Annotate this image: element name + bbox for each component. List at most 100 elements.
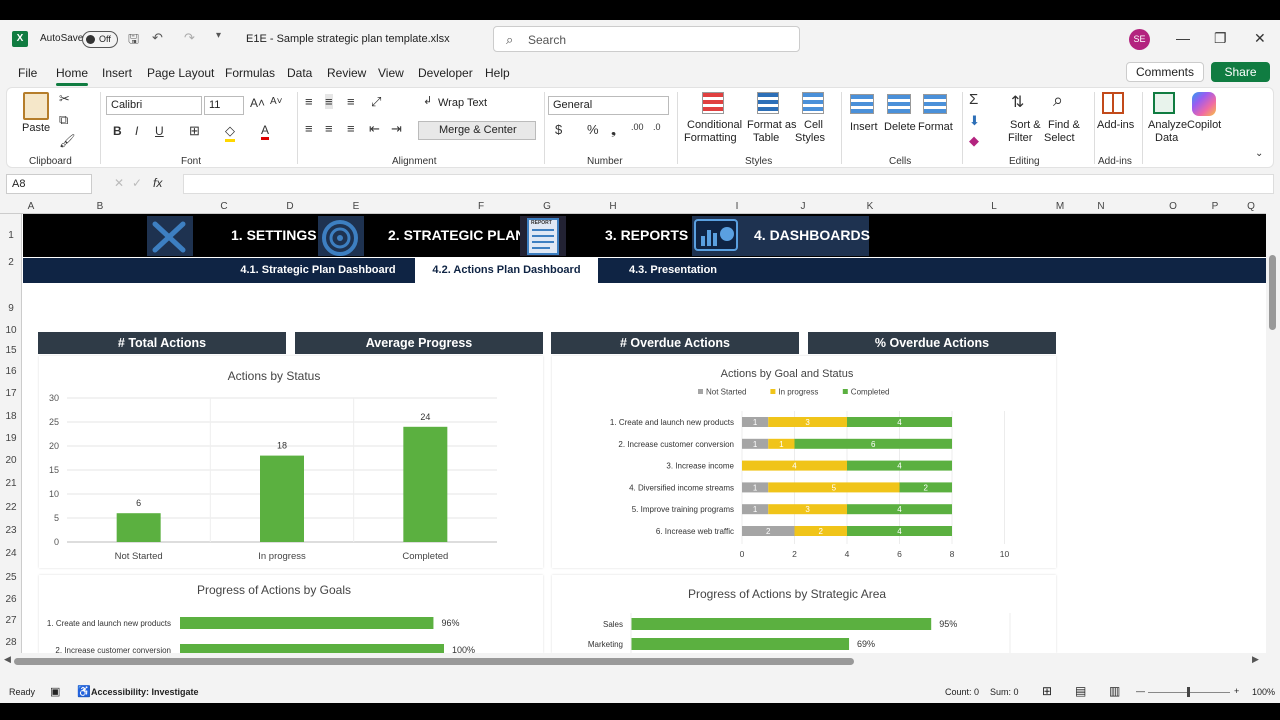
find-select-label1[interactable]: Find & bbox=[1048, 119, 1080, 131]
zoom-level[interactable]: 100% bbox=[1252, 687, 1276, 697]
column-header-K[interactable]: K bbox=[866, 201, 874, 212]
row-header-22[interactable]: 22 bbox=[5, 502, 17, 513]
normal-view-icon[interactable]: ⊞ bbox=[1042, 684, 1053, 698]
page-break-view-icon[interactable]: ▥ bbox=[1109, 684, 1121, 698]
font-name-select[interactable]: Calibri bbox=[106, 96, 202, 115]
insert-cells-button[interactable]: Insert bbox=[850, 121, 878, 133]
row-header-27[interactable]: 27 bbox=[5, 615, 17, 626]
column-header-M[interactable]: M bbox=[1055, 201, 1065, 212]
copy-icon[interactable]: ⧉ bbox=[59, 112, 69, 127]
nav-strategic-plan[interactable]: 2. STRATEGIC PLAN bbox=[388, 227, 526, 243]
cut-icon[interactable]: ✂ bbox=[59, 91, 70, 106]
format-cells-icon[interactable] bbox=[923, 94, 947, 114]
row-header-19[interactable]: 19 bbox=[5, 433, 17, 444]
zoom-in-icon[interactable]: + bbox=[1234, 686, 1240, 696]
column-header-I[interactable]: I bbox=[735, 201, 739, 212]
zoom-out-icon[interactable]: — bbox=[1136, 686, 1145, 696]
increase-indent-icon[interactable]: ⇥ bbox=[391, 121, 402, 136]
minimize-icon[interactable]: — bbox=[1176, 30, 1190, 46]
autosum-icon[interactable]: Σ bbox=[969, 91, 979, 108]
cell-styles-label2[interactable]: Styles bbox=[795, 132, 825, 144]
scroll-right-icon[interactable]: ▶ bbox=[1252, 654, 1259, 664]
share-button[interactable]: Share bbox=[1211, 62, 1270, 82]
ribbon-collapse-icon[interactable]: ⌄ bbox=[1255, 148, 1264, 159]
analyze-data-label2[interactable]: Data bbox=[1155, 132, 1179, 144]
delete-cells-icon[interactable] bbox=[887, 94, 911, 114]
column-header-B[interactable]: B bbox=[96, 201, 104, 212]
decrease-indent-icon[interactable]: ⇤ bbox=[369, 121, 380, 136]
tab-insert[interactable]: Insert bbox=[102, 66, 133, 80]
row-header-25[interactable]: 25 bbox=[5, 572, 17, 583]
undo-icon[interactable]: ↶ bbox=[152, 30, 163, 45]
row-header-9[interactable]: 9 bbox=[8, 303, 14, 314]
underline-icon[interactable]: U bbox=[155, 124, 164, 138]
nav-dashboards[interactable]: 4. DASHBOARDS bbox=[754, 227, 870, 243]
redo-icon[interactable]: ↷ bbox=[184, 30, 195, 45]
restore-icon[interactable]: ❐ bbox=[1214, 30, 1227, 46]
enter-icon[interactable]: ✓ bbox=[132, 176, 143, 190]
find-select-icon[interactable]: ⌕ bbox=[1053, 90, 1064, 110]
tab-developer[interactable]: Developer bbox=[418, 66, 473, 80]
fill-color-icon[interactable]: ◇ bbox=[225, 123, 235, 142]
save-icon[interactable]: 🖫 bbox=[128, 31, 140, 46]
tab-home[interactable]: Home bbox=[56, 66, 89, 86]
accessibility-icon[interactable]: ♿ bbox=[77, 686, 91, 698]
column-header-E[interactable]: E bbox=[352, 201, 360, 212]
copilot-icon[interactable] bbox=[1192, 92, 1216, 116]
shrink-font-icon[interactable]: A˅ bbox=[270, 96, 283, 107]
accessibility-status[interactable]: Accessibility: Investigate bbox=[91, 687, 199, 697]
sort-filter-label2[interactable]: Filter bbox=[1008, 132, 1033, 144]
clear-icon[interactable]: ◆ bbox=[969, 133, 979, 148]
row-header-23[interactable]: 23 bbox=[5, 525, 17, 536]
tab-file[interactable]: File bbox=[18, 66, 38, 80]
horizontal-scroll-thumb[interactable] bbox=[14, 658, 854, 665]
orientation-icon[interactable]: ⤢ bbox=[371, 94, 382, 109]
horizontal-scrollbar[interactable]: ◀ ▶ bbox=[0, 653, 1280, 669]
tab-view[interactable]: View bbox=[378, 66, 404, 80]
bold-icon[interactable]: B bbox=[113, 124, 122, 138]
cell-styles-label1[interactable]: Cell bbox=[804, 119, 823, 131]
insert-cells-icon[interactable] bbox=[850, 94, 874, 114]
autosave-toggle[interactable]: Off bbox=[82, 31, 118, 48]
avatar[interactable]: SE bbox=[1129, 29, 1150, 50]
row-header-24[interactable]: 24 bbox=[5, 548, 17, 559]
font-color-icon[interactable]: A bbox=[261, 123, 270, 140]
delete-cells-button[interactable]: Delete bbox=[884, 121, 916, 133]
comma-icon[interactable]: ❟ bbox=[611, 122, 617, 137]
format-cells-button[interactable]: Format bbox=[918, 121, 953, 133]
zoom-slider-thumb[interactable] bbox=[1187, 687, 1190, 697]
analyze-data-label1[interactable]: Analyze bbox=[1148, 119, 1188, 131]
column-header-D[interactable]: D bbox=[286, 201, 294, 212]
increase-decimal-icon[interactable]: .00 bbox=[631, 122, 644, 132]
close-icon[interactable]: ✕ bbox=[1254, 30, 1266, 46]
row-header-16[interactable]: 16 bbox=[5, 366, 17, 377]
tab-formulas[interactable]: Formulas bbox=[225, 66, 276, 80]
row-header-10[interactable]: 10 bbox=[5, 325, 17, 336]
nav-reports[interactable]: 3. REPORTS bbox=[605, 227, 689, 243]
align-center-icon[interactable]: ≡ bbox=[325, 121, 333, 136]
row-header-2[interactable]: 2 bbox=[8, 257, 14, 268]
bottom-align-icon[interactable]: ≡ bbox=[347, 94, 355, 109]
grow-font-icon[interactable]: A˄ bbox=[250, 96, 266, 110]
conditional-formatting-label2[interactable]: Formatting bbox=[684, 132, 737, 144]
tab-data[interactable]: Data bbox=[287, 66, 313, 80]
format-as-table-label1[interactable]: Format as bbox=[747, 119, 797, 131]
column-header-F[interactable]: F bbox=[477, 201, 485, 212]
sort-filter-label1[interactable]: Sort & bbox=[1010, 119, 1041, 131]
wrap-text-icon[interactable]: ↲ bbox=[423, 95, 433, 107]
file-name[interactable]: E1E - Sample strategic plan template.xls… bbox=[246, 33, 450, 45]
insert-function-icon[interactable]: fx bbox=[153, 176, 163, 190]
format-painter-icon[interactable]: 🖌 bbox=[59, 133, 76, 148]
row-header-18[interactable]: 18 bbox=[5, 411, 17, 422]
add-ins-button[interactable]: Add-ins bbox=[1097, 119, 1135, 131]
comments-button[interactable]: Comments bbox=[1126, 62, 1204, 82]
subtab-strategic-plan-dashboard[interactable]: 4.1. Strategic Plan Dashboard bbox=[240, 264, 396, 276]
conditional-formatting-label1[interactable]: Conditional bbox=[687, 119, 743, 131]
add-ins-icon[interactable] bbox=[1102, 92, 1124, 114]
column-header-L[interactable]: L bbox=[991, 201, 997, 212]
format-as-table-icon[interactable] bbox=[757, 92, 779, 114]
decrease-decimal-icon[interactable]: .0 bbox=[653, 122, 661, 132]
align-left-icon[interactable]: ≡ bbox=[305, 121, 313, 136]
column-header-O[interactable]: O bbox=[1169, 201, 1177, 212]
